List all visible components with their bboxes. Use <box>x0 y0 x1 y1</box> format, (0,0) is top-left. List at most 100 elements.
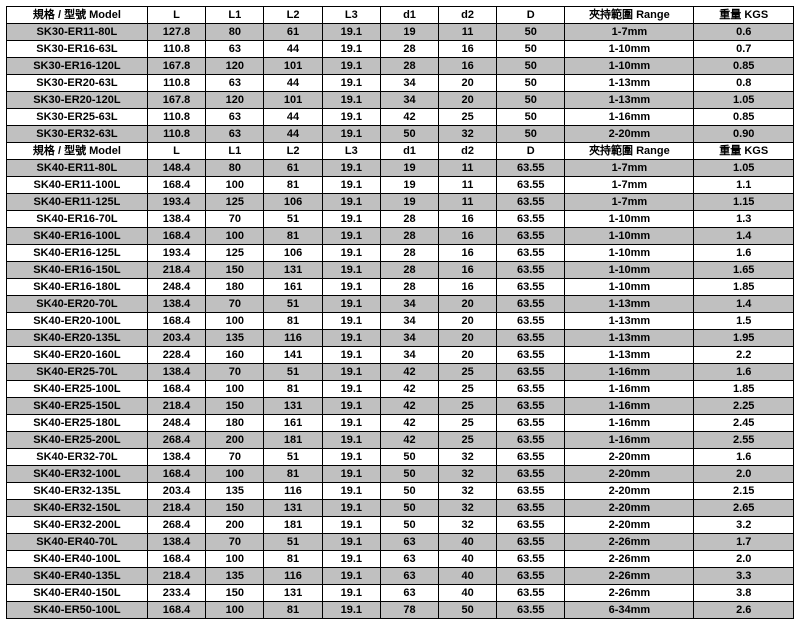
cell-d1: 78 <box>380 602 438 619</box>
cell-L2: 181 <box>264 432 322 449</box>
cell-kgs: 3.2 <box>694 517 794 534</box>
cell-D: 63.55 <box>497 602 565 619</box>
cell-model: SK30-ER20-120L <box>7 92 148 109</box>
cell-range: 2-26mm <box>565 585 694 602</box>
cell-L3: 19.1 <box>322 483 380 500</box>
cell-model: SK40-ER40-135L <box>7 568 148 585</box>
table-row: SK40-ER25-70L138.4705119.1422563.551-16m… <box>7 364 794 381</box>
cell-L1: 100 <box>206 381 264 398</box>
cell-model: SK40-ER16-100L <box>7 228 148 245</box>
cell-d2: 11 <box>439 160 497 177</box>
cell-d1: 34 <box>380 313 438 330</box>
cell-L1: 150 <box>206 398 264 415</box>
cell-d1: 50 <box>380 483 438 500</box>
cell-model: SK30-ER16-120L <box>7 58 148 75</box>
cell-model: SK30-ER16-63L <box>7 41 148 58</box>
cell-L: 168.4 <box>147 381 205 398</box>
cell-kgs: 1.6 <box>694 449 794 466</box>
cell-D: 50 <box>497 92 565 109</box>
cell-L: 167.8 <box>147 92 205 109</box>
cell-L1: 70 <box>206 211 264 228</box>
cell-L2: 81 <box>264 466 322 483</box>
cell-L2: 44 <box>264 75 322 92</box>
cell-D: 63.55 <box>497 398 565 415</box>
cell-L2: 81 <box>264 602 322 619</box>
cell-d2: 25 <box>439 398 497 415</box>
cell-L3: 19.1 <box>322 534 380 551</box>
cell-L3: 19.1 <box>322 109 380 126</box>
header-cell-D: D <box>497 143 565 160</box>
table-row: SK40-ER40-70L138.4705119.1634063.552-26m… <box>7 534 794 551</box>
cell-range: 2-20mm <box>565 466 694 483</box>
cell-L3: 19.1 <box>322 500 380 517</box>
table-row: SK40-ER20-160L228.416014119.1342063.551-… <box>7 347 794 364</box>
cell-L: 138.4 <box>147 364 205 381</box>
cell-L1: 63 <box>206 126 264 143</box>
cell-D: 63.55 <box>497 347 565 364</box>
cell-L2: 116 <box>264 568 322 585</box>
cell-model: SK40-ER20-135L <box>7 330 148 347</box>
cell-model: SK40-ER32-70L <box>7 449 148 466</box>
cell-model: SK40-ER11-80L <box>7 160 148 177</box>
cell-model: SK40-ER16-180L <box>7 279 148 296</box>
cell-kgs: 2.6 <box>694 602 794 619</box>
cell-L2: 116 <box>264 483 322 500</box>
cell-L3: 19.1 <box>322 449 380 466</box>
header-cell-model: 規格 / 型號 Model <box>7 143 148 160</box>
cell-D: 63.55 <box>497 534 565 551</box>
cell-L3: 19.1 <box>322 517 380 534</box>
cell-model: SK40-ER20-160L <box>7 347 148 364</box>
cell-L1: 135 <box>206 483 264 500</box>
cell-L: 168.4 <box>147 551 205 568</box>
cell-model: SK40-ER40-100L <box>7 551 148 568</box>
cell-model: SK40-ER20-100L <box>7 313 148 330</box>
cell-d1: 63 <box>380 585 438 602</box>
cell-d2: 32 <box>439 466 497 483</box>
cell-D: 63.55 <box>497 279 565 296</box>
cell-kgs: 1.7 <box>694 534 794 551</box>
header-cell-L1: L1 <box>206 143 264 160</box>
cell-kgs: 1.85 <box>694 279 794 296</box>
cell-L1: 125 <box>206 194 264 211</box>
cell-d1: 19 <box>380 24 438 41</box>
cell-L3: 19.1 <box>322 41 380 58</box>
cell-L: 218.4 <box>147 262 205 279</box>
cell-d1: 19 <box>380 177 438 194</box>
cell-D: 63.55 <box>497 262 565 279</box>
cell-L2: 61 <box>264 160 322 177</box>
cell-model: SK40-ER25-150L <box>7 398 148 415</box>
cell-L1: 100 <box>206 602 264 619</box>
cell-d1: 19 <box>380 160 438 177</box>
cell-L2: 161 <box>264 415 322 432</box>
cell-d1: 34 <box>380 75 438 92</box>
cell-d2: 40 <box>439 585 497 602</box>
spec-table: 規格 / 型號 ModelLL1L2L3d1d2D夾持範圍 Range重量 KG… <box>6 6 794 619</box>
cell-L: 268.4 <box>147 517 205 534</box>
cell-L2: 131 <box>264 262 322 279</box>
cell-D: 63.55 <box>497 330 565 347</box>
cell-range: 1-10mm <box>565 262 694 279</box>
cell-D: 63.55 <box>497 177 565 194</box>
cell-L2: 44 <box>264 126 322 143</box>
cell-range: 1-13mm <box>565 92 694 109</box>
cell-L2: 141 <box>264 347 322 364</box>
cell-kgs: 2.15 <box>694 483 794 500</box>
table-row: SK40-ER40-135L218.413511619.1634063.552-… <box>7 568 794 585</box>
cell-L: 138.4 <box>147 211 205 228</box>
cell-d2: 11 <box>439 24 497 41</box>
cell-L: 193.4 <box>147 194 205 211</box>
cell-range: 2-20mm <box>565 483 694 500</box>
cell-L: 168.4 <box>147 602 205 619</box>
cell-L: 138.4 <box>147 296 205 313</box>
header-cell-kgs: 重量 KGS <box>694 143 794 160</box>
table-header-row: 規格 / 型號 ModelLL1L2L3d1d2D夾持範圍 Range重量 KG… <box>7 7 794 24</box>
cell-L1: 150 <box>206 585 264 602</box>
cell-L: 233.4 <box>147 585 205 602</box>
cell-range: 1-13mm <box>565 313 694 330</box>
cell-L1: 100 <box>206 551 264 568</box>
cell-D: 63.55 <box>497 551 565 568</box>
table-row: SK30-ER16-120L167.812010119.12816501-10m… <box>7 58 794 75</box>
cell-D: 63.55 <box>497 432 565 449</box>
cell-d1: 63 <box>380 534 438 551</box>
cell-d1: 34 <box>380 92 438 109</box>
